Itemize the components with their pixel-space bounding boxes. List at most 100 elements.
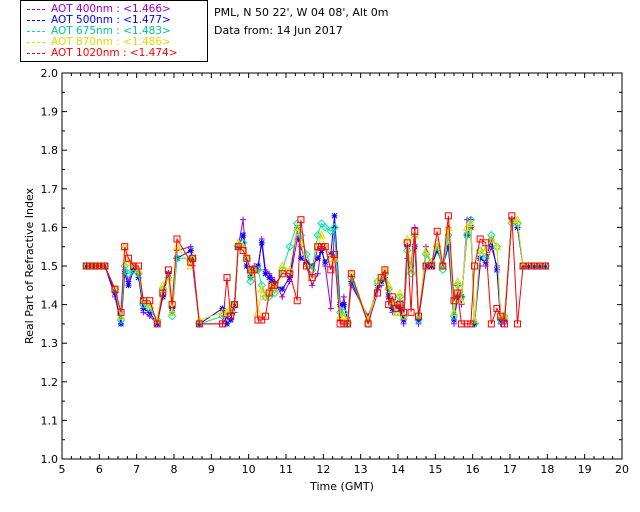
data-point (116, 311, 126, 320)
data-point (246, 269, 255, 278)
data-point (262, 270, 269, 277)
data-point (467, 320, 475, 328)
data-point (314, 255, 321, 262)
data-point (399, 311, 408, 320)
data-point (385, 301, 393, 309)
legend-label-675nm: AOT 675nm : <1.483> (51, 25, 171, 37)
data-point (297, 255, 304, 262)
data-point (318, 247, 325, 254)
data-point (481, 246, 491, 255)
x-tick-label: 14 (391, 463, 405, 476)
y-tick-label: 1.0 (41, 453, 59, 466)
site-info: PML, N 50 22', W 04 08', Alt 0m (214, 6, 389, 19)
data-point (145, 300, 155, 309)
data-point (481, 254, 490, 263)
y-tick-label: 1.5 (41, 260, 59, 273)
data-point (250, 266, 258, 274)
x-tick-label: 13 (354, 463, 368, 476)
data-point (453, 276, 463, 285)
legend-label-1020nm: AOT 1020nm : <1.474> (51, 47, 178, 59)
x-tick-label: 7 (133, 463, 140, 476)
data-point (471, 262, 479, 270)
data-point (240, 232, 247, 239)
data-point (121, 243, 129, 251)
legend-item-400nm: AOT 400nm : <1.466> (27, 3, 171, 15)
data-point (477, 255, 484, 262)
data-point (227, 317, 234, 324)
data-point (86, 262, 94, 270)
data-point (411, 243, 418, 250)
series-group (81, 212, 550, 329)
data-point (270, 284, 280, 293)
y-tick-label: 2.0 (41, 67, 59, 80)
data-point (187, 258, 195, 266)
data-point (327, 266, 335, 274)
data-point (462, 222, 472, 231)
data-point (173, 235, 181, 243)
data-point (146, 297, 154, 305)
data-point (330, 253, 339, 262)
data-point (297, 216, 305, 224)
data-point (124, 269, 133, 278)
data-point (223, 274, 231, 282)
data-point (396, 305, 403, 312)
data-point (317, 230, 326, 239)
data-point (243, 263, 250, 269)
x-tick-label: 20 (615, 463, 629, 476)
data-point (433, 227, 441, 235)
legend-label-500nm: AOT 500nm : <1.477> (51, 14, 171, 26)
y-tick-label: 1.7 (41, 183, 59, 196)
data-point (286, 270, 294, 278)
data-point (508, 212, 516, 220)
data-point (233, 238, 243, 247)
data-point (186, 261, 196, 270)
data-point (117, 308, 125, 316)
data-point (381, 266, 389, 274)
data-point (279, 293, 286, 300)
data-point (167, 307, 177, 316)
data-point (159, 289, 167, 297)
data-point (277, 261, 287, 270)
data-point (385, 293, 392, 300)
x-tick-label: 18 (540, 463, 554, 476)
data-point (450, 297, 458, 305)
data-point (234, 243, 242, 251)
data-point (257, 284, 267, 293)
data-point (172, 242, 182, 251)
x-tick-label: 12 (316, 463, 330, 476)
data-point (159, 293, 166, 300)
data-point (449, 307, 459, 316)
data-point (403, 246, 412, 255)
y-axis-label: Real Part of Refractive Index (23, 187, 36, 344)
data-point (285, 242, 294, 251)
data-point (189, 254, 197, 262)
data-point (462, 230, 472, 240)
data-point (286, 274, 293, 281)
data-point (243, 254, 251, 262)
data-point (470, 315, 479, 324)
y-tick-label: 1.4 (41, 299, 59, 312)
data-point (493, 266, 500, 273)
data-point (492, 242, 502, 251)
data-point (388, 293, 396, 301)
x-tick-label: 6 (96, 463, 103, 476)
data-point (97, 262, 105, 270)
data-point (486, 234, 496, 243)
data-point (500, 320, 508, 328)
data-point (321, 243, 329, 251)
data-point (331, 250, 339, 258)
data-point (428, 262, 436, 270)
data-point (101, 262, 109, 270)
data-point (168, 301, 176, 309)
data-point (93, 262, 101, 270)
y-tick-label: 1.8 (41, 144, 59, 157)
series-line (86, 219, 546, 326)
data-point (224, 320, 231, 327)
series-line (86, 218, 546, 325)
data-point (476, 235, 484, 243)
data-point (246, 277, 255, 286)
data-point (130, 262, 138, 270)
data-point (513, 215, 522, 224)
data-point (278, 270, 286, 278)
x-tick-label: 16 (466, 463, 480, 476)
